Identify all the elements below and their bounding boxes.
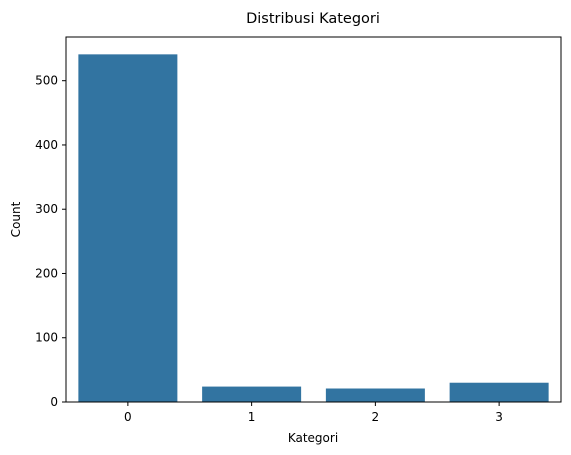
x-tick-label-3: 3 <box>495 410 503 424</box>
x-tick-label-1: 1 <box>248 410 256 424</box>
x-axis: 0 1 2 3 <box>124 402 503 424</box>
chart-title: Distribusi Kategori <box>246 11 380 27</box>
bars-group <box>78 54 549 403</box>
y-tick-label-200: 200 <box>35 266 58 280</box>
plot-frame <box>65 36 562 403</box>
y-tick-label-100: 100 <box>35 331 58 345</box>
x-axis-label: Kategori <box>288 431 338 445</box>
y-tick-label-500: 500 <box>35 74 58 88</box>
y-tick-label-400: 400 <box>35 138 58 152</box>
y-axis: 0 100 200 300 400 500 <box>35 74 66 409</box>
y-tick-label-300: 300 <box>35 202 58 216</box>
bar-1 <box>202 386 302 402</box>
bar-0 <box>78 54 178 403</box>
y-tick-label-0: 0 <box>50 395 58 409</box>
bar-2 <box>325 388 425 402</box>
bar-3 <box>449 382 549 402</box>
x-tick-label-0: 0 <box>124 410 132 424</box>
x-tick-label-2: 2 <box>372 410 380 424</box>
y-axis-label: Count <box>9 201 23 237</box>
